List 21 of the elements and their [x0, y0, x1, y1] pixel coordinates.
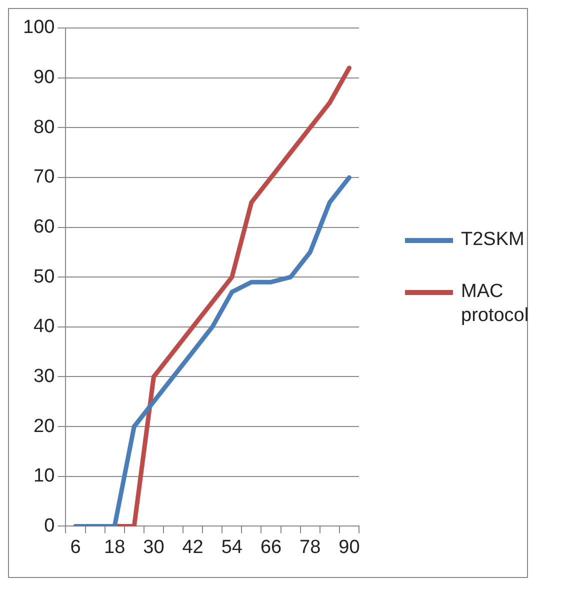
x-tick-label: 66 — [260, 536, 282, 558]
y-tick-label: 40 — [34, 316, 55, 338]
legend-label: MAC protocol — [461, 280, 530, 328]
y-tick-label: 100 — [23, 17, 55, 38]
y-tick-label: 90 — [34, 67, 55, 88]
y-tick-label: 60 — [34, 216, 55, 238]
x-tick-label: 18 — [104, 536, 126, 558]
y-tick-label: 80 — [34, 116, 55, 138]
legend-label: T2SKM — [461, 228, 526, 252]
x-tick-label: 6 — [70, 536, 81, 558]
x-tick-label: 90 — [338, 536, 360, 558]
y-tick-label: 30 — [34, 366, 55, 387]
x-tick-label: 30 — [143, 536, 164, 558]
y-tick-label: 20 — [34, 416, 55, 437]
y-tick-label: 0 — [44, 515, 55, 536]
x-tick-label: 78 — [300, 536, 321, 558]
y-tick-label: 70 — [34, 166, 55, 188]
y-tick-label: 10 — [34, 466, 55, 487]
y-tick-label: 50 — [34, 266, 55, 288]
x-tick-label: 54 — [221, 536, 243, 558]
x-tick-label: 42 — [182, 536, 204, 558]
